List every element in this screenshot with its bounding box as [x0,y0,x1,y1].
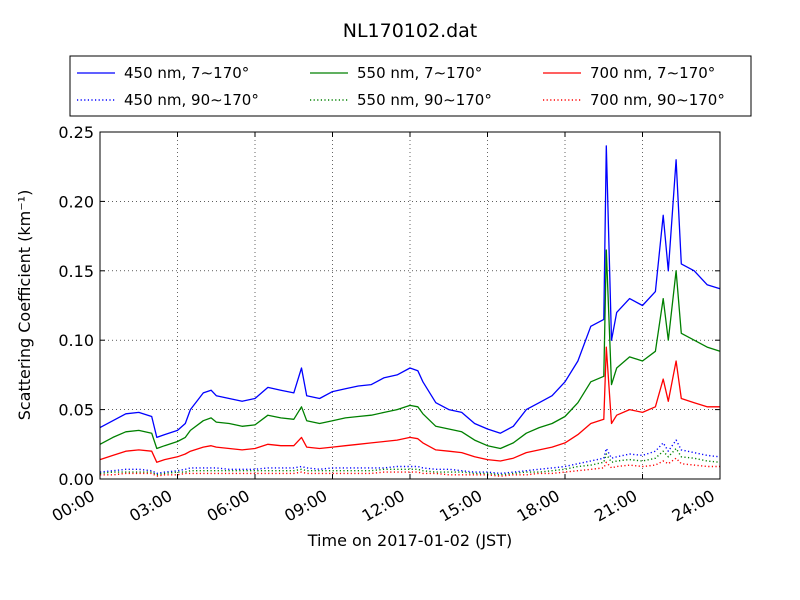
legend-label: 550 nm, 7∼170° [357,64,482,82]
series-layer [99,145,721,477]
y-tick-label: 0.20 [58,192,94,211]
legend-label: 700 nm, 7∼170° [590,64,715,82]
legend: 450 nm, 7∼170° 550 nm, 7∼170° 700 nm, 7∼17… [69,55,752,117]
y-tick-label: 0.15 [58,262,94,281]
series-line [99,447,721,476]
legend-label: 700 nm, 90∼170° [590,91,725,109]
legend-label: 550 nm, 90∼170° [357,91,492,109]
legend-label: 450 nm, 7∼170° [124,64,249,82]
x-tick-label: 21:00 [591,486,640,526]
series-line [99,346,720,463]
grid-lines [100,132,720,479]
y-tick-label: 0.10 [58,331,94,350]
legend-label: 450 nm, 90∼170° [124,91,259,109]
x-axis-label: Time on 2017-01-02 (JST) [307,531,512,550]
x-tick-label: 18:00 [514,486,563,526]
y-tick-labels: 0.00 0.05 0.10 0.15 0.20 0.25 [58,123,94,489]
series-line [99,439,721,475]
x-tick-label: 15:00 [436,486,485,526]
x-tick-label: 09:00 [281,486,330,526]
legend-items: 450 nm, 7∼170° 550 nm, 7∼170° 700 nm, 7∼17… [77,64,725,109]
y-axis-label: Scattering Coefficient (km⁻¹) [15,190,34,421]
series-line [99,249,721,450]
x-tick-label: 03:00 [126,486,175,526]
x-tick-label: 24:00 [669,486,718,526]
x-tick-labels: 00:00 03:00 06:00 09:00 12:00 15:00 18:00 21:00… [49,486,718,526]
x-tick-label: 06:00 [204,486,253,526]
series-line [99,145,721,439]
plot-area [99,131,721,480]
x-tick-label: 00:00 [49,486,98,526]
legend-box [69,55,752,117]
x-tick-label: 12:00 [359,486,408,526]
chart-title: NL170102.dat [343,20,478,42]
y-tick-label: 0.05 [58,401,94,420]
axis-ticks [99,131,721,480]
series-line [100,457,720,477]
y-tick-label: 0.25 [58,123,94,142]
y-tick-label: 0.00 [58,470,94,489]
